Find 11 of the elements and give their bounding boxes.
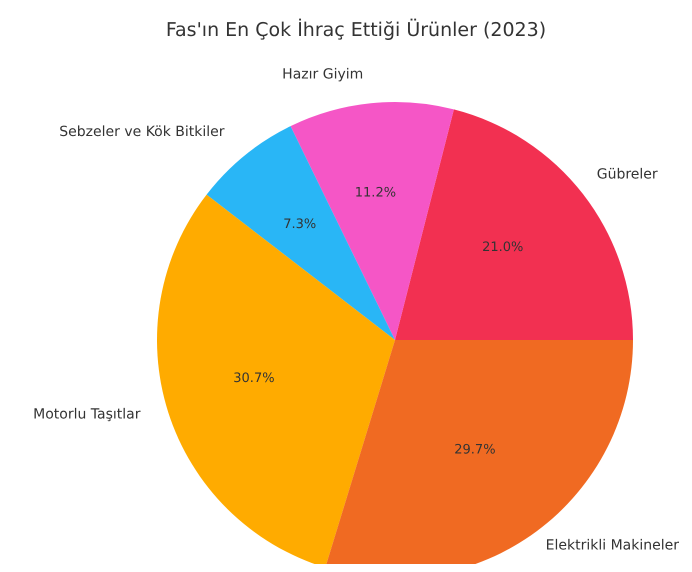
- slice-label: Hazır Giyim: [282, 66, 364, 83]
- slice-label: Sebzeler ve Kök Bitkiler: [59, 124, 225, 140]
- slice-label: Elektrikli Makineler: [546, 537, 680, 554]
- slice-label: Gübreler: [596, 166, 658, 182]
- data-label: 21.0%: [482, 240, 524, 255]
- data-label: 30.7%: [233, 370, 275, 386]
- slice-label: Motorlu Taşıtlar: [33, 406, 141, 422]
- data-label: 11.2%: [354, 185, 396, 200]
- data-label: 29.7%: [454, 442, 496, 458]
- data-label: 7.3%: [283, 216, 316, 232]
- chart-title: Fas'ın En Çok İhraç Ettiği Ürünler (2023): [166, 18, 546, 41]
